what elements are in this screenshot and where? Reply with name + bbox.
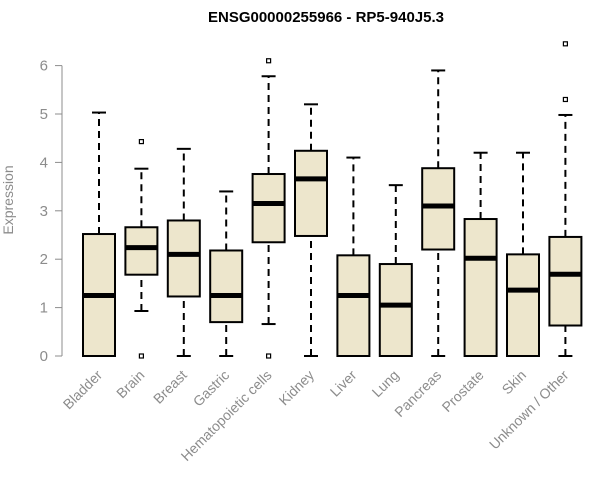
y-tick-label-0: 0 (40, 348, 48, 365)
x-tick-label-pancreas: Pancreas (391, 367, 444, 420)
box-unknown-other (548, 41, 583, 357)
iqr-box (166, 219, 201, 298)
box-pancreas (421, 69, 456, 357)
box-lung (378, 184, 413, 358)
outlier-point (138, 353, 144, 359)
x-tick-label-kidney: Kidney (276, 367, 318, 409)
iqr-box (294, 149, 328, 237)
y-tick-label-5: 5 (40, 106, 48, 123)
x-tick-label-bladder: Bladder (60, 367, 106, 413)
box-hematopoietic-cells (251, 58, 286, 359)
x-tick-label-brain: Brain (113, 367, 147, 401)
y-tick-label-4: 4 (40, 154, 48, 171)
y-tick-label-3: 3 (40, 203, 48, 220)
iqr-box (463, 218, 498, 357)
box-skin (506, 151, 540, 357)
outlier-point (138, 138, 144, 145)
outlier-point (562, 96, 569, 103)
iqr-box (209, 249, 244, 324)
boxes-group (82, 41, 583, 359)
x-tick-label-skin: Skin (499, 367, 530, 398)
x-tick-label-prostate: Prostate (439, 367, 487, 415)
box-liver (336, 156, 371, 357)
y-tick-label-6: 6 (40, 58, 48, 75)
y-axis: 0 1 2 3 4 5 6 (40, 58, 63, 365)
y-tick-label-1: 1 (40, 300, 48, 317)
iqr-box (124, 226, 159, 276)
chart-title: ENSG00000255966 - RP5-940J5.3 (208, 9, 444, 26)
x-tick-label-breast: Breast (150, 367, 190, 407)
x-tick-label-liver: Liver (327, 367, 360, 400)
iqr-box (251, 173, 286, 244)
iqr-box (378, 263, 413, 358)
box-brain (124, 138, 159, 359)
x-tick-label-lung: Lung (369, 367, 402, 400)
iqr-box (336, 254, 371, 357)
x-tick-label-unknown-other: Unknown / Other (486, 367, 572, 453)
iqr-box (506, 253, 540, 357)
box-breast (166, 147, 201, 357)
y-axis-label: Expression (0, 165, 16, 234)
box-bladder (82, 111, 116, 357)
outlier-point (266, 353, 272, 359)
box-prostate (463, 151, 498, 357)
iqr-box (421, 167, 456, 251)
y-tick-label-2: 2 (40, 251, 48, 268)
box-gastric (209, 190, 244, 357)
outlier-point (266, 58, 272, 64)
box-kidney (294, 103, 328, 357)
outlier-point (562, 41, 569, 47)
iqr-box (548, 235, 583, 327)
